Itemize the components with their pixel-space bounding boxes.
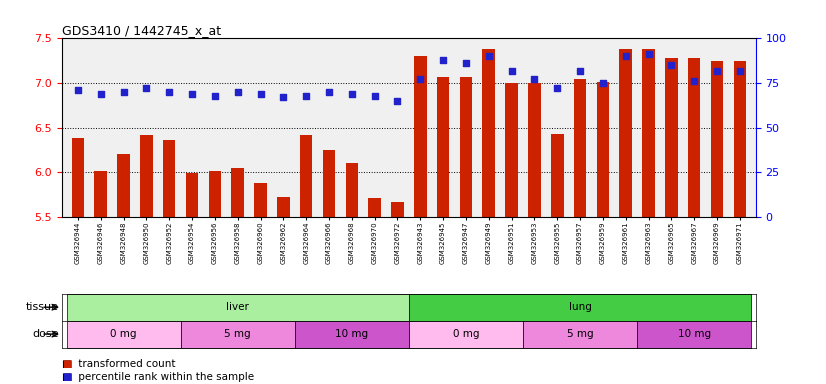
Point bbox=[94, 91, 107, 97]
Bar bbox=[551, 134, 563, 217]
Bar bbox=[67, 294, 409, 321]
Point bbox=[208, 93, 221, 99]
Point bbox=[231, 89, 244, 95]
Point bbox=[459, 60, 472, 66]
Bar bbox=[231, 168, 244, 217]
Text: 5 mg: 5 mg bbox=[225, 329, 251, 339]
Bar bbox=[459, 77, 472, 217]
Text: dose: dose bbox=[32, 329, 59, 339]
Point bbox=[368, 93, 382, 99]
Bar bbox=[523, 321, 637, 348]
Text: GDS3410 / 1442745_x_at: GDS3410 / 1442745_x_at bbox=[62, 24, 221, 37]
Point bbox=[551, 85, 564, 91]
Point bbox=[733, 68, 747, 74]
Point bbox=[71, 87, 84, 93]
Text: ■: ■ bbox=[62, 359, 72, 369]
Bar bbox=[437, 77, 449, 217]
Text: ■: ■ bbox=[62, 372, 72, 382]
Text: lung: lung bbox=[568, 302, 591, 312]
Bar bbox=[528, 83, 541, 217]
Bar bbox=[414, 56, 426, 217]
Text: 0 mg: 0 mg bbox=[111, 329, 137, 339]
Bar bbox=[295, 321, 409, 348]
Bar bbox=[300, 135, 312, 217]
Bar bbox=[688, 58, 700, 217]
Point bbox=[300, 93, 313, 99]
Point bbox=[687, 78, 700, 84]
Point bbox=[345, 91, 358, 97]
Bar bbox=[67, 321, 181, 348]
Bar bbox=[665, 58, 677, 217]
Text: liver: liver bbox=[226, 302, 249, 312]
Bar bbox=[643, 49, 655, 217]
Text: 5 mg: 5 mg bbox=[567, 329, 593, 339]
Point bbox=[186, 91, 199, 97]
Bar bbox=[733, 61, 746, 217]
Bar bbox=[620, 49, 632, 217]
Text: ■  percentile rank within the sample: ■ percentile rank within the sample bbox=[62, 372, 254, 382]
Point bbox=[620, 53, 633, 59]
Bar bbox=[72, 138, 84, 217]
Point bbox=[117, 89, 131, 95]
Point bbox=[665, 62, 678, 68]
Bar bbox=[140, 135, 153, 217]
Point bbox=[482, 53, 496, 59]
Bar bbox=[392, 202, 404, 217]
Point bbox=[642, 51, 655, 58]
Bar bbox=[409, 294, 751, 321]
Bar bbox=[94, 171, 107, 217]
Bar bbox=[345, 164, 358, 217]
Point bbox=[414, 76, 427, 83]
Bar bbox=[181, 321, 295, 348]
Bar bbox=[186, 173, 198, 217]
Bar bbox=[596, 82, 609, 217]
Bar bbox=[368, 198, 381, 217]
Text: ■  transformed count: ■ transformed count bbox=[62, 359, 175, 369]
Text: tissue: tissue bbox=[26, 302, 59, 312]
Bar bbox=[482, 49, 495, 217]
Point bbox=[277, 94, 290, 100]
Point bbox=[163, 89, 176, 95]
Bar bbox=[209, 171, 221, 217]
Point bbox=[710, 68, 724, 74]
Bar bbox=[117, 154, 130, 217]
Bar bbox=[506, 83, 518, 217]
Bar bbox=[637, 321, 751, 348]
Point bbox=[322, 89, 335, 95]
Text: 0 mg: 0 mg bbox=[453, 329, 479, 339]
Bar bbox=[277, 197, 290, 217]
Bar bbox=[409, 321, 523, 348]
Bar bbox=[254, 183, 267, 217]
Point bbox=[391, 98, 404, 104]
Point bbox=[505, 68, 518, 74]
Text: 10 mg: 10 mg bbox=[677, 329, 710, 339]
Point bbox=[596, 80, 610, 86]
Point bbox=[573, 68, 586, 74]
Bar bbox=[574, 79, 586, 217]
Point bbox=[436, 57, 449, 63]
Bar bbox=[163, 140, 175, 217]
Bar bbox=[710, 61, 724, 217]
Bar bbox=[323, 150, 335, 217]
Point bbox=[528, 76, 541, 83]
Point bbox=[254, 91, 267, 97]
Point bbox=[140, 85, 153, 91]
Text: 10 mg: 10 mg bbox=[335, 329, 368, 339]
